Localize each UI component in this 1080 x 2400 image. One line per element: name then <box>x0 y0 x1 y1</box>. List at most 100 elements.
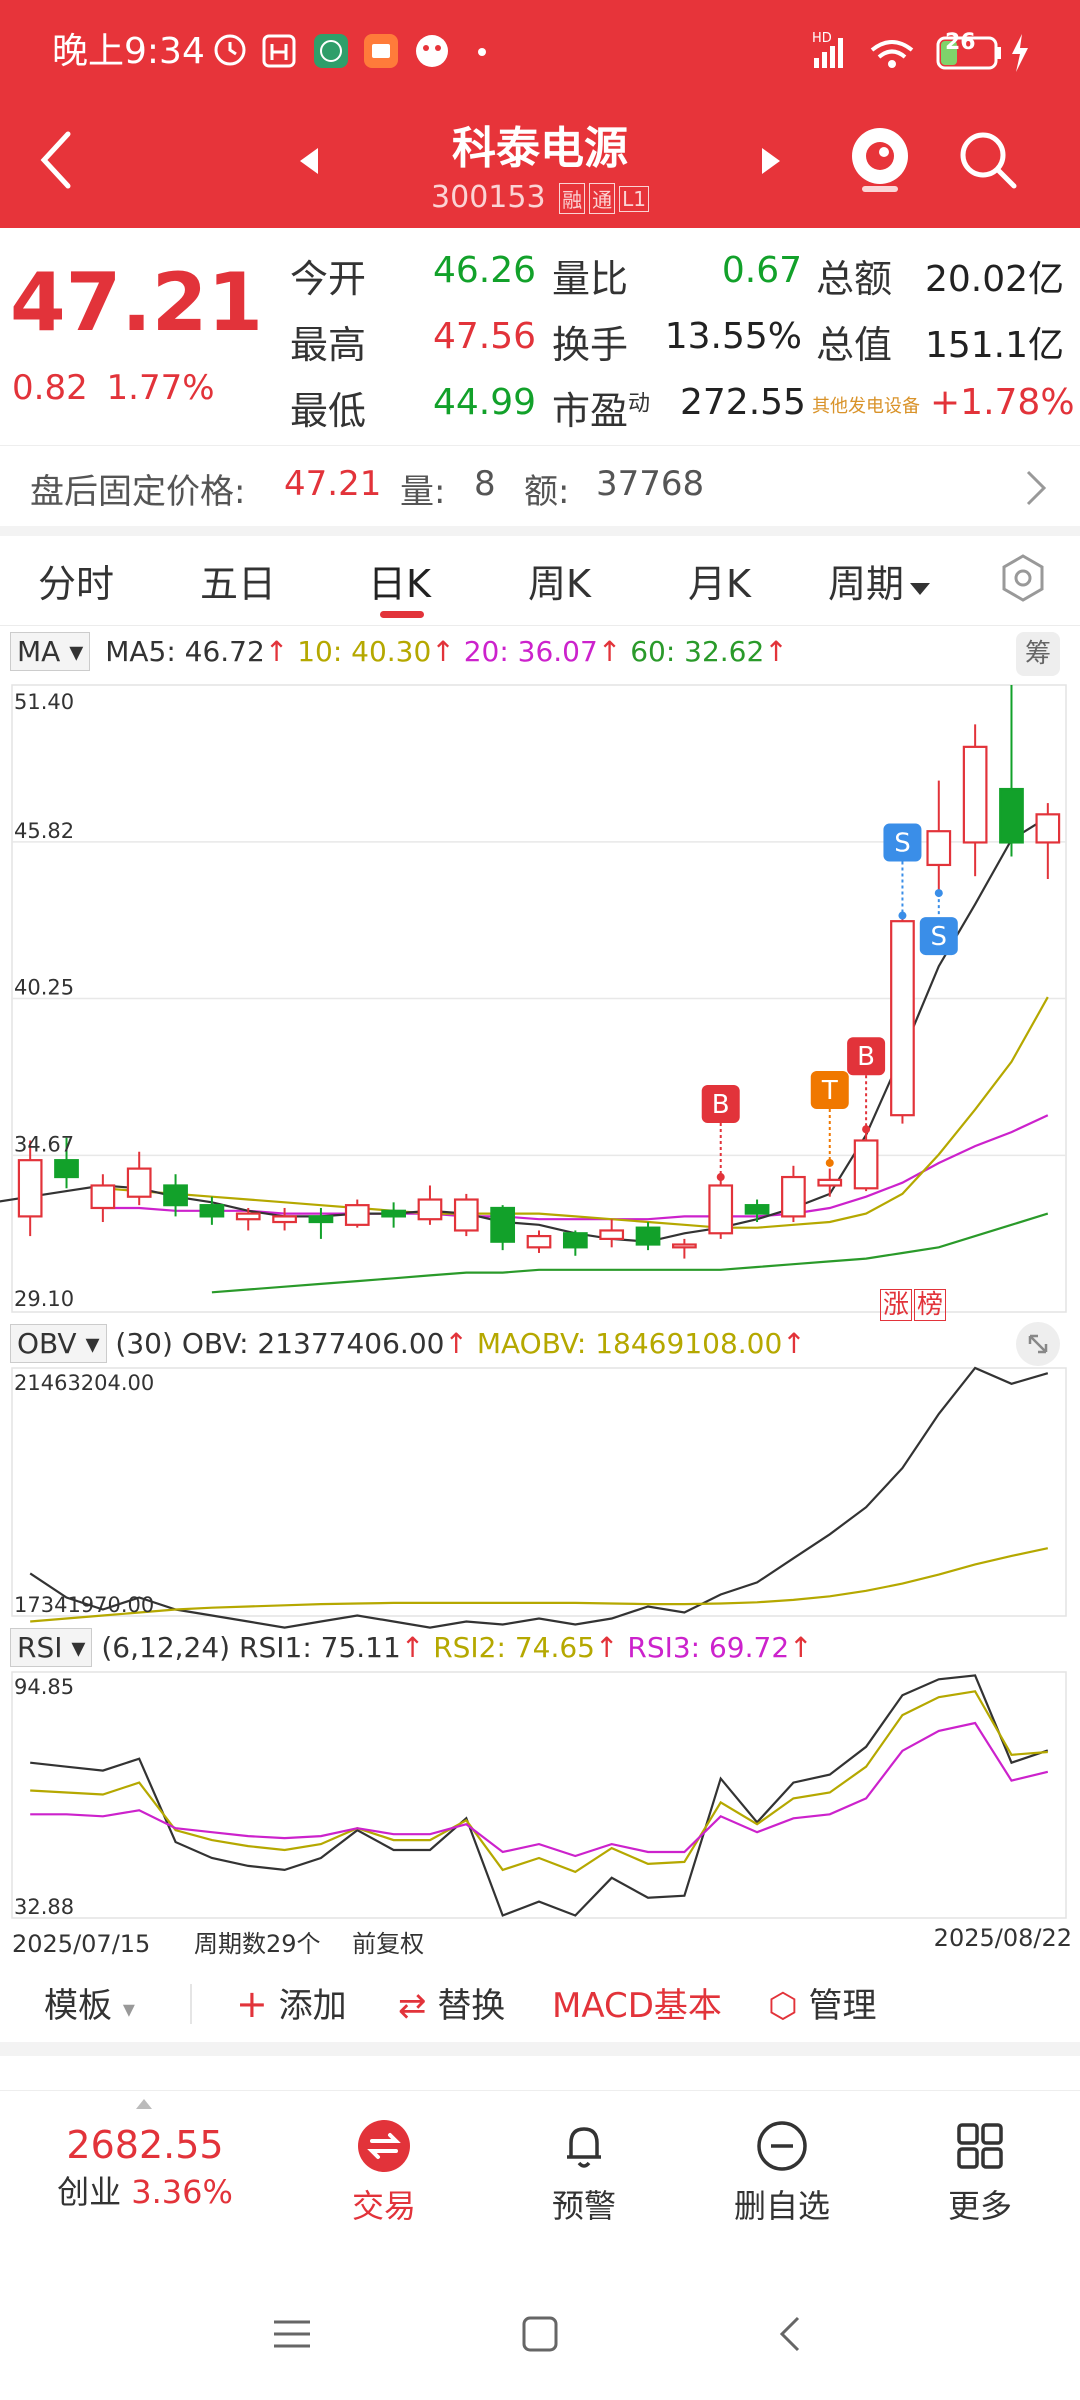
candle-body-down <box>744 1204 770 1215</box>
candle <box>1035 803 1061 880</box>
candle <box>126 1151 152 1206</box>
maobv-line <box>30 1547 1049 1623</box>
amount-label: 总额 <box>816 257 893 301</box>
chip-distribution-button[interactable]: 筹 <box>1016 632 1060 676</box>
after-hours-amount: 37768 <box>596 464 705 504</box>
svg-text:HD: HD <box>812 31 832 46</box>
recent-apps-icon[interactable] <box>272 2314 312 2354</box>
open-value: 46.26 <box>432 250 536 291</box>
obv-indicator-row: OBV ▾ (30) OBV: 21377406.00↑ MAOBV: 1846… <box>10 1324 806 1363</box>
tag-margin: 融 <box>559 183 586 214</box>
obv-chart <box>11 1366 1067 1629</box>
replace-indicator-button[interactable]: ⇄ 替换 <box>398 1986 506 2026</box>
marker-label: B <box>712 1090 730 1120</box>
back-nav-icon[interactable] <box>772 2314 812 2354</box>
prev-stock-arrow-icon[interactable] <box>298 146 322 176</box>
candle-body-up <box>417 1198 443 1221</box>
candle <box>490 1205 516 1251</box>
candle-body-up <box>817 1178 843 1187</box>
tab-monthly-k[interactable]: 月K <box>688 562 751 606</box>
candle-body-down <box>308 1215 334 1224</box>
signal-marker-S: S <box>883 823 922 920</box>
nav-remove-watchlist[interactable]: 删自选 <box>722 2119 842 2227</box>
manage-hexagon-icon: ⬡ <box>768 1986 798 2026</box>
candle-body-up <box>235 1212 261 1221</box>
next-stock-arrow-icon[interactable] <box>758 146 782 176</box>
marker-dot <box>898 911 907 920</box>
chart-footer-info: 2025/07/15 周期数29个 前复权 2025/08/22 <box>12 1924 1072 1959</box>
tab-period[interactable]: 周期 <box>828 553 932 608</box>
low-value: 44.99 <box>432 382 536 423</box>
amount-value: 20.02亿 <box>924 259 1064 300</box>
rsi2-value: RSI2: 74.65 <box>433 1631 595 1664</box>
template-dropdown[interactable]: 模板 ▾ <box>44 1986 135 2026</box>
collapse-up-icon[interactable] <box>134 2097 154 2111</box>
active-tab-indicator <box>380 611 424 618</box>
macd-basic-button[interactable]: MACD基本 <box>552 1986 722 2026</box>
limit-up-list-badge[interactable]: 涨榜 <box>880 1284 947 1321</box>
candle-body-down <box>635 1226 661 1246</box>
marker-dot <box>862 1125 871 1134</box>
obv-line <box>29 1366 1049 1629</box>
candle <box>562 1230 588 1256</box>
high-label: 最高 <box>290 323 367 367</box>
obv-indicator-select[interactable]: OBV ▾ <box>10 1324 107 1363</box>
index-value: 2682.55 <box>66 2123 224 2167</box>
nav-trade[interactable]: 交易 <box>324 2119 444 2227</box>
bell-icon <box>567 2127 601 2168</box>
ma10-line <box>102 996 1049 1229</box>
candle-body-up <box>90 1184 116 1210</box>
maobv-value: MAOBV: 18469108.00 <box>476 1327 783 1360</box>
ma-indicator-select[interactable]: MA ▾ <box>10 632 91 671</box>
ma60-line <box>211 1212 1049 1294</box>
rsi-y-tick-label: 32.88 <box>14 1895 74 1919</box>
rsi-chart <box>11 1671 1067 1919</box>
volume-ratio-label: 量比 <box>552 257 629 301</box>
back-arrow-icon[interactable] <box>36 130 76 190</box>
nav-alert[interactable]: 预警 <box>524 2119 644 2227</box>
candle <box>453 1193 479 1237</box>
settings-hexagon-icon[interactable] <box>998 553 1048 603</box>
candle <box>344 1199 370 1228</box>
market-index-widget[interactable]: 2682.55 创业 3.36% <box>30 2123 260 2213</box>
rsi-param: (6,12,24) <box>101 1631 231 1664</box>
tab-daily-k[interactable]: 日K <box>368 562 431 606</box>
obv-y-tick-label: 21463204.00 <box>14 1371 154 1395</box>
tag-level1: L1 <box>619 185 649 212</box>
candle <box>962 724 988 877</box>
nav-more[interactable]: 更多 <box>920 2119 1040 2227</box>
after-hours-row[interactable]: 盘后固定价格: 47.21 量: 8 额: 37768 <box>0 445 1080 536</box>
status-notification-icons <box>214 34 486 68</box>
after-hours-volume: 8 <box>474 464 496 504</box>
rsi-indicator-select[interactable]: RSI ▾ <box>10 1628 93 1667</box>
candle-body-up <box>272 1215 297 1224</box>
candle <box>272 1207 297 1231</box>
ma60-value: 60: 32.62 <box>630 635 765 668</box>
adjust-mode[interactable]: 前复权 <box>352 1930 425 1958</box>
candle-body-up <box>708 1184 734 1235</box>
obv-y-tick-label: 17341970.00 <box>14 1593 154 1617</box>
sector-name[interactable]: 其他发电设备 <box>812 396 920 417</box>
candle-body-up <box>962 745 988 844</box>
search-icon[interactable] <box>956 128 1020 192</box>
tab-five-day[interactable]: 五日 <box>200 562 277 606</box>
manage-indicators-button[interactable]: ⬡ 管理 <box>768 1986 877 2026</box>
market-cap-label: 总值 <box>816 323 893 367</box>
candle <box>308 1207 334 1239</box>
add-indicator-button[interactable]: + 添加 <box>236 1982 347 2026</box>
tab-intraday[interactable]: 分时 <box>38 562 115 606</box>
axis-tick-labels: 51.40 45.82 40.25 34.67 29.10 21463204.00 1734… <box>14 690 154 1919</box>
marker-dot <box>825 1158 834 1167</box>
expand-icon[interactable] <box>1016 1322 1060 1366</box>
rsi-y-tick-label: 94.85 <box>14 1675 74 1699</box>
sector-change[interactable]: +1.78% <box>930 382 1075 423</box>
turnover-value: 13.55% <box>664 316 802 357</box>
rsi2-line <box>30 1690 1048 1874</box>
candle <box>708 1174 734 1239</box>
tab-weekly-k[interactable]: 周K <box>528 562 591 606</box>
assistant-mascot-icon[interactable] <box>848 124 912 196</box>
after-hours-volume-label: 量: <box>400 472 446 512</box>
change-amount: 0.82 <box>12 368 88 408</box>
home-icon[interactable] <box>520 2314 560 2354</box>
